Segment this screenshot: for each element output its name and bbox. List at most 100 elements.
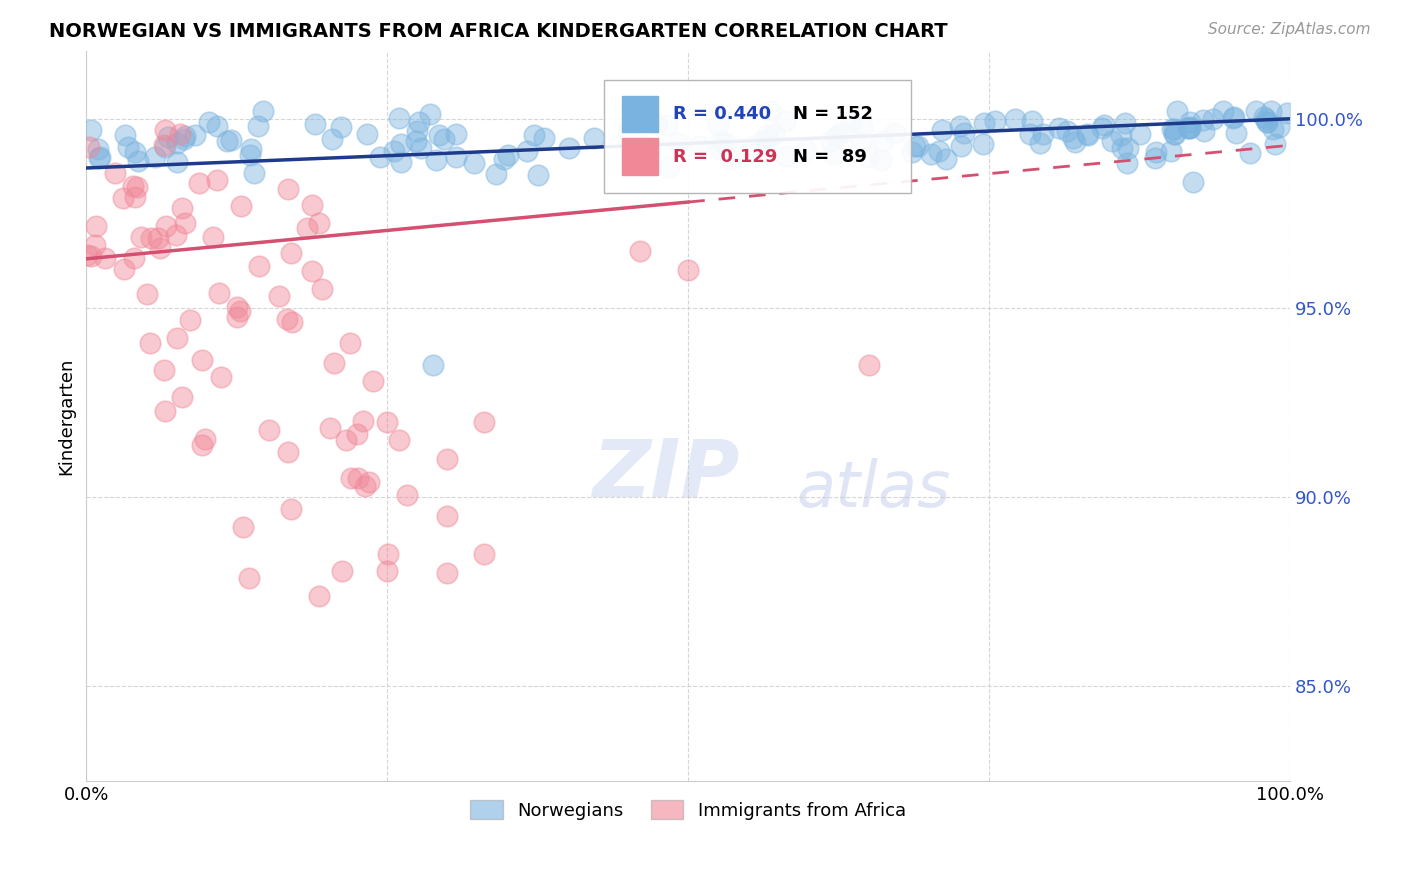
- Point: [666, 136, 689, 150]
- Point: [827, 129, 849, 144]
- Point: [583, 130, 606, 145]
- Text: Source: ZipAtlas.com: Source: ZipAtlas.com: [1208, 22, 1371, 37]
- Point: [170, 390, 193, 404]
- Point: [872, 134, 894, 148]
- Point: [323, 356, 346, 370]
- Point: [1064, 136, 1087, 150]
- Point: [165, 227, 187, 242]
- Point: [354, 479, 377, 493]
- Point: [463, 155, 485, 169]
- Point: [858, 358, 880, 372]
- Point: [1244, 104, 1267, 119]
- Point: [122, 179, 145, 194]
- Point: [318, 421, 340, 435]
- Text: atlas: atlas: [796, 458, 950, 520]
- Point: [86, 219, 108, 233]
- Point: [1032, 128, 1054, 142]
- Point: [494, 152, 516, 166]
- Point: [949, 139, 972, 153]
- Point: [201, 230, 224, 244]
- Point: [375, 564, 398, 578]
- Point: [1143, 152, 1166, 166]
- Point: [84, 237, 107, 252]
- Point: [346, 471, 368, 485]
- Point: [280, 315, 302, 329]
- Point: [830, 127, 852, 141]
- Point: [153, 404, 176, 418]
- Point: [257, 423, 280, 437]
- Point: [80, 123, 103, 137]
- Point: [377, 547, 399, 561]
- Point: [276, 311, 298, 326]
- Point: [1101, 134, 1123, 148]
- Point: [472, 415, 495, 429]
- Point: [229, 199, 252, 213]
- Point: [1062, 131, 1084, 145]
- Point: [1239, 145, 1261, 160]
- Point: [221, 133, 243, 147]
- Point: [1253, 110, 1275, 124]
- Point: [308, 589, 330, 603]
- Point: [688, 139, 710, 153]
- Point: [280, 245, 302, 260]
- Point: [329, 120, 352, 134]
- Point: [973, 116, 995, 130]
- Point: [658, 160, 681, 174]
- Point: [856, 150, 879, 164]
- Point: [1254, 112, 1277, 127]
- Point: [166, 154, 188, 169]
- Point: [183, 128, 205, 142]
- Point: [191, 352, 214, 367]
- Point: [1166, 104, 1188, 119]
- Point: [79, 139, 101, 153]
- Point: [104, 165, 127, 179]
- Point: [153, 122, 176, 136]
- Point: [485, 168, 508, 182]
- Point: [382, 144, 405, 158]
- Bar: [621, 138, 658, 175]
- Point: [1118, 141, 1140, 155]
- Point: [80, 249, 103, 263]
- Point: [444, 150, 467, 164]
- Point: [1029, 136, 1052, 150]
- Point: [363, 374, 385, 388]
- Legend: Norwegians, Immigrants from Africa: Norwegians, Immigrants from Africa: [463, 793, 912, 827]
- Point: [436, 509, 458, 524]
- Point: [710, 135, 733, 149]
- Point: [149, 241, 172, 255]
- Point: [1260, 104, 1282, 119]
- Point: [1212, 104, 1234, 119]
- Point: [1163, 127, 1185, 141]
- Point: [907, 139, 929, 153]
- Point: [194, 432, 217, 446]
- Point: [280, 501, 302, 516]
- Point: [1256, 115, 1278, 129]
- Point: [935, 152, 957, 166]
- Point: [1275, 106, 1298, 120]
- Point: [720, 152, 742, 166]
- Text: R =  0.129: R = 0.129: [672, 147, 778, 166]
- Point: [533, 130, 555, 145]
- Point: [794, 143, 817, 157]
- Point: [433, 132, 456, 146]
- Point: [143, 150, 166, 164]
- Point: [321, 131, 343, 145]
- Point: [1163, 122, 1185, 136]
- Point: [1056, 124, 1078, 138]
- Point: [112, 262, 135, 277]
- Point: [617, 124, 640, 138]
- Point: [1178, 121, 1201, 136]
- Point: [246, 119, 269, 133]
- Point: [920, 147, 942, 161]
- Point: [972, 136, 994, 151]
- Point: [207, 285, 229, 300]
- Point: [153, 362, 176, 376]
- Point: [277, 182, 299, 196]
- Point: [425, 153, 447, 168]
- Point: [239, 147, 262, 161]
- Point: [823, 146, 845, 161]
- Point: [1177, 121, 1199, 136]
- Point: [89, 150, 111, 164]
- Point: [148, 231, 170, 245]
- Point: [928, 145, 950, 159]
